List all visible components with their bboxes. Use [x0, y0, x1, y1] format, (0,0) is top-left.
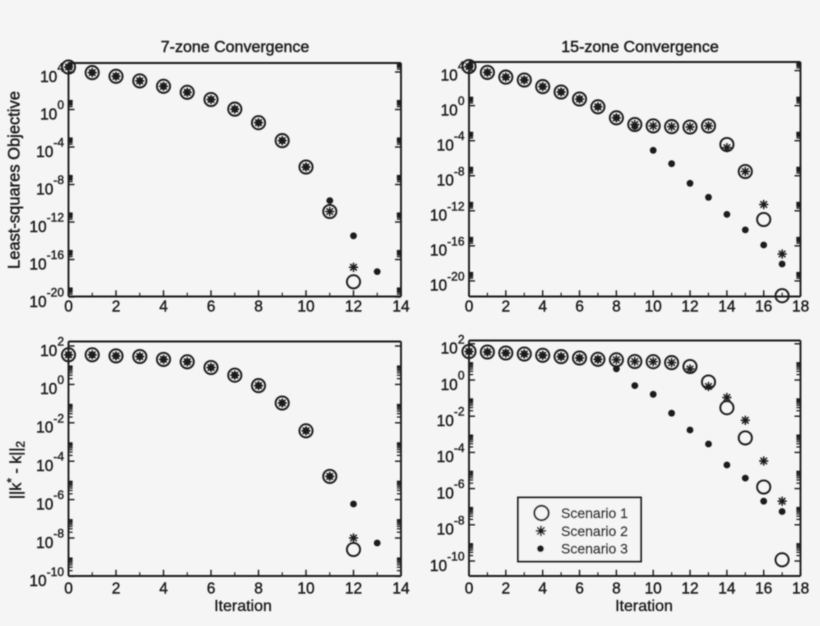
svg-text:10: 10 — [645, 299, 663, 316]
svg-text:0: 0 — [64, 581, 73, 598]
svg-text:18: 18 — [792, 299, 809, 316]
svg-text:0: 0 — [64, 299, 73, 316]
svg-text:2: 2 — [501, 581, 510, 598]
svg-text:6: 6 — [575, 299, 584, 316]
svg-text:10: 10 — [297, 581, 315, 598]
svg-text:4: 4 — [159, 299, 168, 316]
svg-text:12: 12 — [345, 581, 362, 598]
svg-text:Iteration: Iteration — [214, 598, 272, 615]
svg-text:2: 2 — [501, 299, 510, 316]
svg-text:6: 6 — [207, 299, 216, 316]
svg-text:6: 6 — [207, 581, 216, 598]
svg-text:8: 8 — [612, 581, 621, 598]
svg-text:||k* - k||2: ||k* - k||2 — [5, 441, 28, 500]
svg-text:16: 16 — [755, 581, 772, 598]
svg-text:12: 12 — [681, 581, 698, 598]
svg-text:15-zone Convergence: 15-zone Convergence — [561, 39, 719, 56]
svg-text:Least-squares Objective: Least-squares Objective — [6, 91, 24, 269]
svg-text:12: 12 — [681, 299, 698, 316]
svg-text:Scenario 1: Scenario 1 — [561, 505, 628, 521]
svg-text:0: 0 — [465, 581, 474, 598]
svg-text:2: 2 — [112, 299, 121, 316]
svg-text:14: 14 — [392, 581, 410, 598]
svg-text:4: 4 — [538, 299, 547, 316]
svg-text:16: 16 — [755, 299, 772, 316]
svg-text:0: 0 — [465, 299, 474, 316]
svg-text:7-zone Convergence: 7-zone Convergence — [161, 39, 310, 56]
svg-text:14: 14 — [392, 299, 410, 316]
svg-text:14: 14 — [718, 581, 736, 598]
svg-text:2: 2 — [112, 581, 121, 598]
svg-text:Scenario 2: Scenario 2 — [561, 523, 628, 539]
svg-text:Iteration: Iteration — [615, 598, 673, 615]
svg-text:4: 4 — [159, 581, 168, 598]
svg-text:8: 8 — [254, 581, 263, 598]
svg-text:10: 10 — [645, 581, 663, 598]
svg-text:14: 14 — [718, 299, 736, 316]
svg-text:18: 18 — [792, 581, 809, 598]
svg-text:8: 8 — [254, 299, 263, 316]
svg-text:Scenario 3: Scenario 3 — [561, 541, 628, 557]
svg-text:10: 10 — [297, 299, 315, 316]
svg-text:4: 4 — [538, 581, 547, 598]
svg-text:12: 12 — [345, 299, 362, 316]
svg-text:6: 6 — [575, 581, 584, 598]
svg-text:8: 8 — [612, 299, 621, 316]
